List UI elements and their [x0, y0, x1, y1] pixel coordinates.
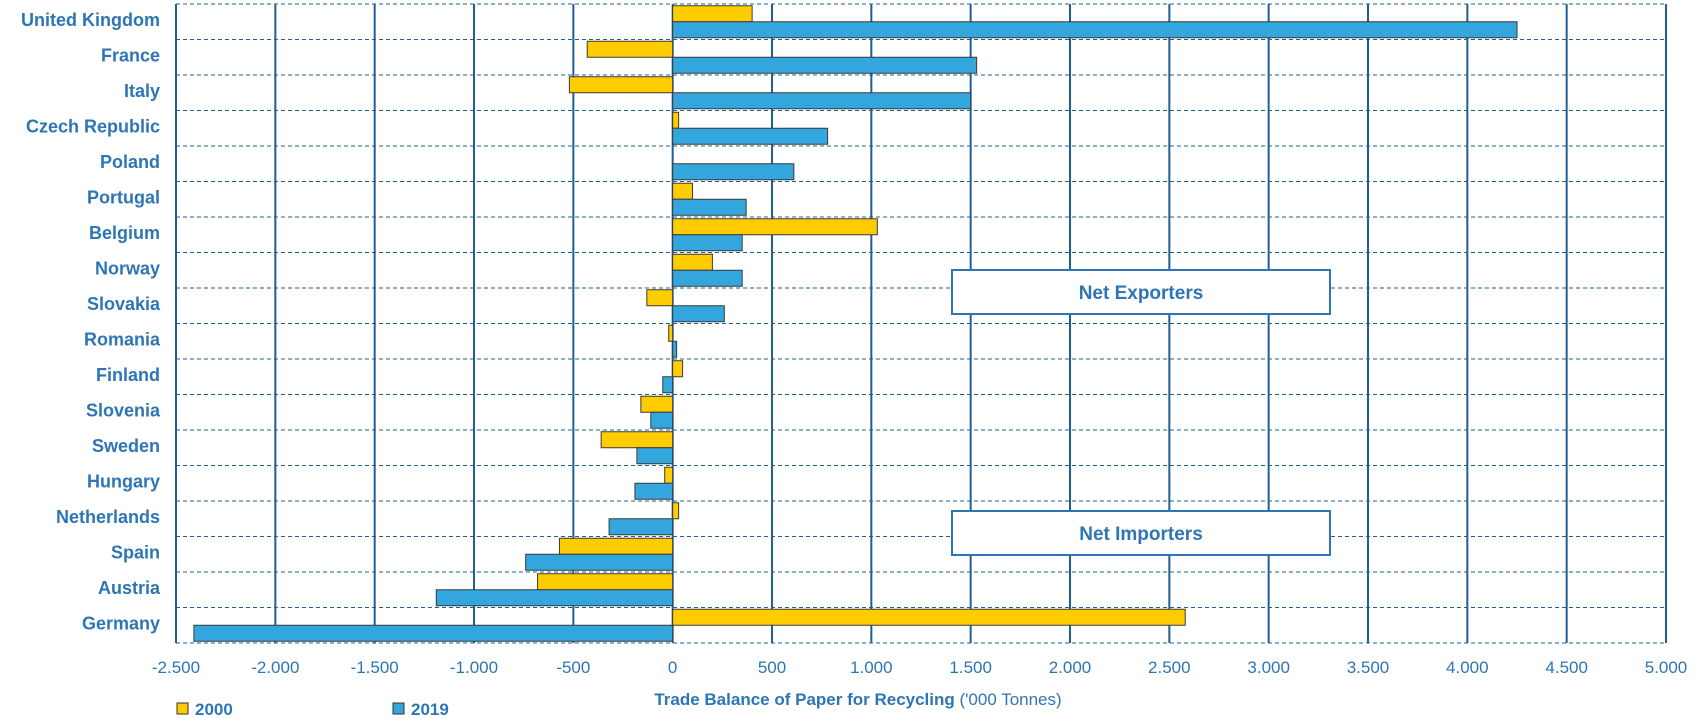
bar-2019-hungary: [634, 482, 674, 500]
bar-2019-austria: [435, 589, 674, 607]
x-tick-label: 5.000: [1645, 658, 1688, 677]
category-label: Italy: [124, 81, 160, 101]
net-importers-box: [951, 510, 1331, 556]
x-tick-label: -2.000: [251, 658, 299, 677]
x-tick-label: -1.500: [351, 658, 399, 677]
category-label: Portugal: [87, 188, 160, 208]
bar-2000-portugal: [672, 182, 694, 200]
category-label: Norway: [95, 259, 160, 279]
x-axis-title-unit: ('000 Tonnes): [955, 690, 1062, 709]
bar-2000-germany: [672, 608, 1186, 626]
bar-2019-belgium: [672, 234, 743, 252]
bar-2000-romania: [668, 324, 674, 342]
bar-2000-finland: [672, 360, 684, 378]
bar-2019-united-kingdom: [672, 21, 1518, 39]
x-tick-label: -2.500: [152, 658, 200, 677]
bar-2019-slovenia: [650, 411, 674, 429]
bar-2000-norway: [672, 253, 713, 271]
bar-2000-belgium: [672, 218, 878, 236]
bar-2019-italy: [672, 92, 972, 110]
legend-swatch-2019: [392, 702, 405, 715]
bar-2019-portugal: [672, 198, 747, 216]
net-importers-label: Net Importers: [1079, 524, 1203, 545]
x-tick-label: -1.000: [450, 658, 498, 677]
legend: 2000 2019: [176, 700, 449, 719]
x-axis-title: Trade Balance of Paper for Recycling ('0…: [654, 690, 1061, 709]
bar-2019-czech-republic: [672, 127, 829, 145]
bar-2019-netherlands: [608, 518, 674, 536]
x-tick-label: 3.500: [1347, 658, 1390, 677]
annotation-net-importers: Net Importers: [951, 510, 1331, 556]
bar-2000-italy: [568, 76, 674, 94]
category-label: Germany: [82, 614, 160, 634]
x-tick-labels: -2.500 -2.000 -1.500 -1.000 -500 0 500 1.000 1.5…: [152, 658, 1687, 677]
bar-2000-czech-republic: [672, 111, 680, 129]
category-labels: United Kingdom France Italy Czech Republic P…: [21, 10, 161, 634]
legend-label-2000: 2000: [195, 700, 233, 719]
bar-2000-sweden: [600, 431, 674, 449]
bar-2019-norway: [672, 269, 743, 287]
bar-2000-slovenia: [640, 395, 674, 413]
bar-2019-sweden: [636, 447, 674, 465]
category-label: Belgium: [89, 223, 160, 243]
category-label: Romania: [84, 330, 161, 350]
x-tick-label: 2.500: [1148, 658, 1191, 677]
x-tick-label: 4.500: [1545, 658, 1588, 677]
category-label: Slovakia: [87, 294, 161, 314]
bar-2000-france: [586, 40, 674, 58]
annotation-net-exporters: Net Exporters: [951, 269, 1331, 315]
legend-label-2019: 2019: [411, 700, 449, 719]
x-axis-title-bold: Trade Balance of Paper for Recycling: [654, 690, 954, 709]
bar-2019-slovakia: [672, 305, 725, 323]
category-label: France: [101, 46, 160, 66]
bar-2019-romania: [672, 340, 678, 358]
bar-2000-spain: [558, 537, 674, 555]
x-tick-label: 2.000: [1049, 658, 1092, 677]
bar-2000-netherlands: [672, 502, 680, 520]
net-exporters-label: Net Exporters: [1079, 283, 1204, 304]
category-label: Czech Republic: [26, 117, 160, 137]
bar-2019-poland: [672, 163, 795, 181]
bar-2019-germany: [193, 624, 674, 642]
net-exporters-box: [951, 269, 1331, 315]
bar-2019-finland: [662, 376, 674, 394]
category-label: Hungary: [87, 472, 160, 492]
category-label: Austria: [98, 578, 161, 598]
bars: [193, 5, 1518, 642]
category-label: Poland: [100, 152, 160, 172]
x-tick-label: 1.500: [949, 658, 992, 677]
category-label: Finland: [96, 365, 160, 385]
bar-2019-spain: [525, 553, 674, 571]
x-tick-label: 1.000: [850, 658, 893, 677]
x-tick-label: 500: [758, 658, 786, 677]
bar-2000-united-kingdom: [672, 5, 753, 23]
category-label: United Kingdom: [21, 10, 160, 30]
x-tick-label: -500: [556, 658, 590, 677]
category-label: Sweden: [92, 436, 160, 456]
legend-swatch-2000: [176, 702, 189, 715]
category-label: Netherlands: [56, 507, 160, 527]
bar-2000-slovakia: [646, 289, 674, 307]
category-label: Spain: [111, 543, 160, 563]
x-tick-label: 4.000: [1446, 658, 1489, 677]
bar-2000-austria: [537, 573, 674, 591]
category-label: Slovenia: [86, 401, 161, 421]
bar-2000-hungary: [664, 466, 674, 484]
x-tick-label: 3.000: [1247, 658, 1290, 677]
grid-lines: [175, 3, 1667, 644]
bar-2019-france: [672, 56, 978, 74]
x-tick-label: 0: [668, 658, 677, 677]
